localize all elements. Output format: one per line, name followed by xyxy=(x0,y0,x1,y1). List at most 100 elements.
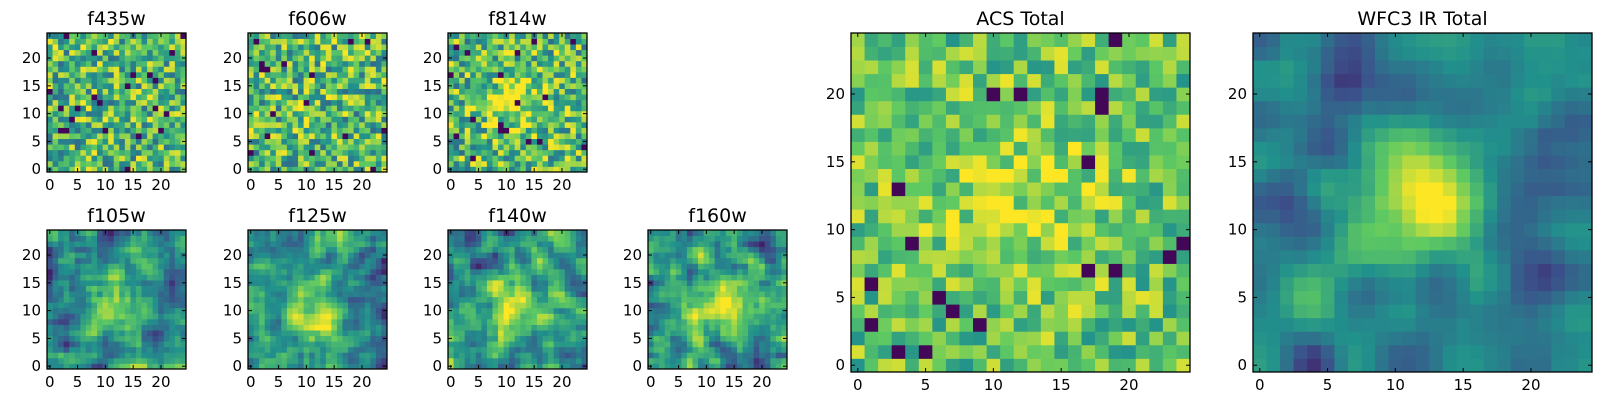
heatmap-cell xyxy=(475,77,482,84)
heatmap-cell xyxy=(174,133,181,140)
heatmap-cell xyxy=(163,83,170,89)
heatmap-cell xyxy=(314,44,321,51)
heatmap-cell xyxy=(575,88,582,95)
heatmap-cell xyxy=(158,160,165,167)
heatmap-cell xyxy=(364,280,371,286)
heatmap-cell xyxy=(581,94,588,101)
heatmap-cell xyxy=(320,357,327,364)
heatmap-cell xyxy=(725,235,732,242)
heatmap-cell xyxy=(113,71,120,78)
heatmap-cell xyxy=(525,230,532,236)
heatmap-cell xyxy=(470,318,477,325)
heatmap-cell xyxy=(135,88,142,95)
heatmap-cell xyxy=(264,274,271,281)
heatmap-cell xyxy=(764,285,771,292)
heatmap-cell xyxy=(559,335,566,342)
heatmap-cell xyxy=(270,307,277,314)
heatmap-cell xyxy=(135,99,142,106)
heatmap-cell xyxy=(130,94,137,101)
heatmap-cell xyxy=(286,252,293,259)
heatmap-cell xyxy=(905,358,920,373)
heatmap-cell xyxy=(459,110,466,117)
heatmap-cell xyxy=(80,263,87,270)
heatmap-cell xyxy=(486,133,493,140)
heatmap-cell xyxy=(303,246,310,253)
heatmap-cell xyxy=(130,99,137,106)
heatmap-cell xyxy=(486,83,493,89)
heatmap-cell xyxy=(548,99,555,106)
heatmap-cell xyxy=(453,291,460,298)
heatmap-cell xyxy=(709,363,716,370)
heatmap-cell xyxy=(670,341,677,348)
heatmap-cell xyxy=(509,268,516,275)
heatmap-cell xyxy=(1149,195,1164,210)
heatmap-cell xyxy=(152,280,159,286)
heatmap-cell xyxy=(878,209,893,224)
heatmap-cell xyxy=(47,285,53,292)
heatmap-cell xyxy=(448,330,454,337)
heatmap-cell xyxy=(375,291,382,298)
heatmap-cell xyxy=(58,352,65,359)
heatmap-cell xyxy=(97,110,103,117)
heatmap-cell xyxy=(141,105,148,112)
heatmap-cell xyxy=(130,44,137,51)
heatmap-cell xyxy=(742,241,749,248)
heatmap-cell xyxy=(124,166,131,173)
heatmap-cell xyxy=(1067,358,1082,373)
heatmap-cell xyxy=(570,66,577,73)
heatmap-cell xyxy=(575,138,582,145)
heatmap-cell xyxy=(336,138,343,145)
heatmap-cell xyxy=(731,335,738,342)
heatmap-cell xyxy=(1054,317,1069,332)
heatmap-cell xyxy=(69,280,76,286)
heatmap-cell xyxy=(514,77,521,84)
heatmap-cell xyxy=(531,257,538,264)
heatmap-cell xyxy=(864,290,879,305)
heatmap-cell xyxy=(336,302,343,309)
heatmap-cell xyxy=(359,235,366,242)
heatmap-cell xyxy=(270,280,277,286)
heatmap-cell xyxy=(119,330,126,337)
heatmap-cell xyxy=(748,268,755,275)
heatmap-cell xyxy=(158,252,165,259)
heatmap-cell xyxy=(292,49,299,56)
heatmap-cell xyxy=(152,133,159,140)
heatmap-cell xyxy=(275,302,282,309)
heatmap-cell xyxy=(85,55,92,62)
heatmap-cell xyxy=(259,302,266,309)
heatmap-cell xyxy=(492,71,499,78)
heatmap-cell xyxy=(375,94,382,101)
heatmap-cell xyxy=(1122,290,1137,305)
heatmap-cell xyxy=(275,144,282,151)
heatmap-cell xyxy=(309,121,316,128)
heatmap-cell xyxy=(286,105,293,112)
heatmap-cell xyxy=(169,318,176,325)
heatmap-cell xyxy=(141,110,148,117)
heatmap-cell xyxy=(342,110,349,117)
heatmap-cell xyxy=(253,302,260,309)
heatmap-cell xyxy=(342,324,349,331)
heatmap-cell xyxy=(248,241,254,248)
heatmap-cell xyxy=(453,257,460,264)
heatmap-cell xyxy=(270,155,277,162)
heatmap-cell xyxy=(320,246,327,253)
heatmap-cell xyxy=(152,246,159,253)
heatmap-cell xyxy=(1095,358,1110,373)
heatmap-cell xyxy=(359,138,366,145)
heatmap-cell xyxy=(514,38,521,45)
heatmap-cell xyxy=(174,138,181,145)
heatmap-cell xyxy=(47,66,53,73)
heatmap-cell xyxy=(97,138,103,145)
heatmap-cell xyxy=(986,222,1001,237)
heatmap-cell xyxy=(470,346,477,353)
heatmap-cell xyxy=(653,252,660,259)
heatmap-cell xyxy=(559,346,566,353)
heatmap-cell xyxy=(325,160,332,167)
heatmap-cell xyxy=(475,149,482,156)
heatmap-cell xyxy=(370,66,377,73)
heatmap-cell xyxy=(536,166,543,173)
heatmap-cell xyxy=(564,363,571,370)
heatmap-cell xyxy=(498,324,504,331)
heatmap-cell xyxy=(653,235,660,242)
heatmap-cell xyxy=(453,160,460,167)
